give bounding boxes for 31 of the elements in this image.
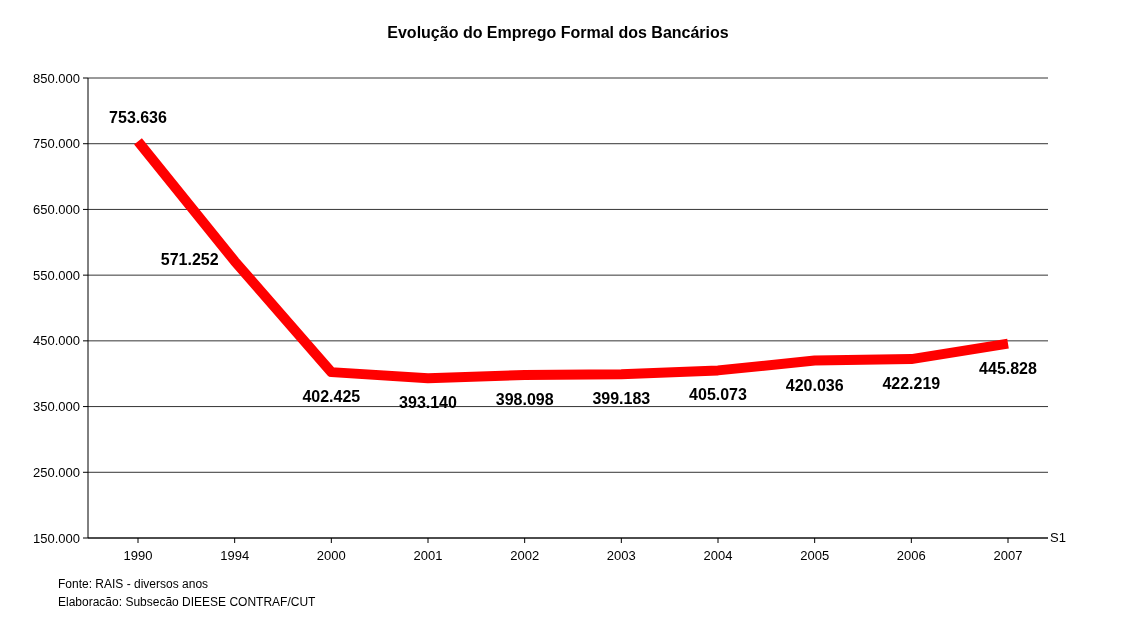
x-tick-label: 2003 <box>606 548 636 563</box>
data-label: 420.036 <box>785 376 844 394</box>
data-label: 445.828 <box>979 359 1038 377</box>
x-tick-label: 2000 <box>316 548 346 563</box>
y-tick-label: 450.000 <box>33 333 80 349</box>
y-tick-label: 150.000 <box>33 530 80 546</box>
x-tick-label: 2004 <box>703 548 733 563</box>
x-tick-label: 1994 <box>220 548 250 563</box>
x-tick-label: 2001 <box>413 548 443 563</box>
y-tick-label: 650.000 <box>33 201 80 217</box>
x-tick-label: 2002 <box>510 548 540 563</box>
text: S1 <box>1050 530 1066 545</box>
y-tick-label: 350.000 <box>33 399 80 415</box>
x-tick-label: 1990 <box>123 548 153 563</box>
x-tick-label: 2006 <box>896 548 926 563</box>
text: Elaboracão: Subsecão DIEESE CONTRAF/CUT <box>58 595 317 609</box>
data-label: 402.425 <box>302 388 361 406</box>
y-tick-label: 850.000 <box>33 70 80 86</box>
y-tick-label: 750.000 <box>33 136 80 152</box>
y-tick-label: 250.000 <box>33 464 80 480</box>
y-tick-label: 550.000 <box>33 267 80 283</box>
data-label: 398.098 <box>495 390 554 408</box>
data-label: 405.073 <box>689 386 748 404</box>
source-note: Fonte: RAIS - diversos anos <box>58 577 209 591</box>
data-label: 753.636 <box>109 109 168 127</box>
x-tick-label: 2007 <box>993 548 1023 563</box>
data-label: 399.183 <box>592 390 651 408</box>
chart-title: Evolução do Emprego Formal dos Bancários <box>387 24 729 41</box>
data-label: 422.219 <box>882 375 941 393</box>
data-label: 571.252 <box>160 251 219 269</box>
x-tick-label: 2005 <box>800 548 830 563</box>
